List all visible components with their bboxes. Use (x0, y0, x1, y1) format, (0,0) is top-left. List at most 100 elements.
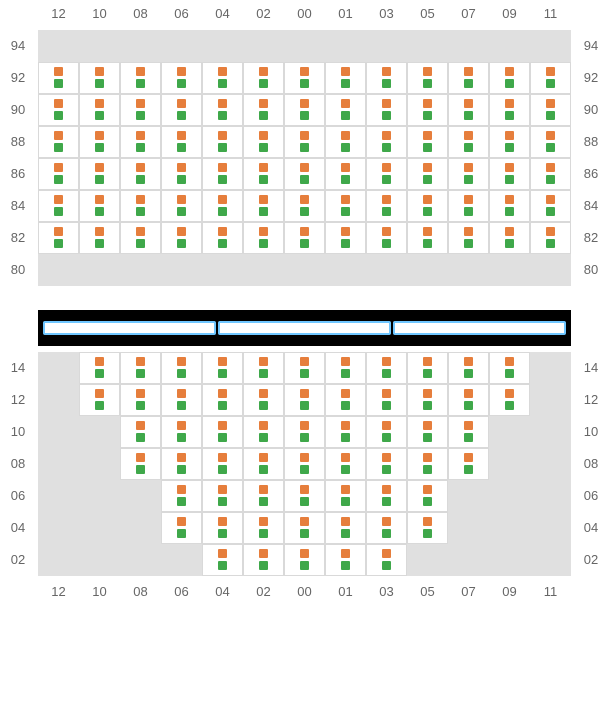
marker-green (136, 79, 145, 88)
marker-green (464, 239, 473, 248)
marker-orange (341, 227, 350, 236)
marker-green (505, 175, 514, 184)
row-label-left: 14 (4, 360, 32, 376)
marker-orange (300, 131, 309, 140)
col-label: 11 (530, 584, 571, 600)
marker-orange (423, 67, 432, 76)
marker-green (259, 207, 268, 216)
marker-orange (218, 163, 227, 172)
marker-green (259, 143, 268, 152)
marker-green (300, 79, 309, 88)
marker-green (95, 401, 104, 410)
marker-orange (136, 131, 145, 140)
col-label: 06 (161, 6, 202, 22)
col-label: 09 (489, 584, 530, 600)
marker-orange (341, 485, 350, 494)
col-label: 05 (407, 584, 448, 600)
row-label-left: 06 (4, 488, 32, 504)
col-label: 12 (38, 584, 79, 600)
marker-green (95, 369, 104, 378)
marker-orange (218, 517, 227, 526)
marker-orange (300, 195, 309, 204)
marker-orange (95, 227, 104, 236)
marker-green (423, 175, 432, 184)
marker-orange (300, 389, 309, 398)
marker-green (546, 175, 555, 184)
marker-green (136, 369, 145, 378)
marker-green (341, 561, 350, 570)
marker-green (136, 401, 145, 410)
col-label: 08 (120, 6, 161, 22)
marker-orange (177, 453, 186, 462)
row-label-right: 90 (577, 102, 600, 118)
marker-orange (423, 99, 432, 108)
marker-orange (382, 195, 391, 204)
col-label: 05 (407, 6, 448, 22)
marker-orange (423, 163, 432, 172)
marker-green (259, 433, 268, 442)
marker-orange (136, 195, 145, 204)
marker-orange (341, 99, 350, 108)
marker-orange (505, 357, 514, 366)
marker-orange (95, 389, 104, 398)
marker-orange (177, 163, 186, 172)
marker-green (259, 111, 268, 120)
row-label-right: 08 (577, 456, 600, 472)
marker-green (259, 79, 268, 88)
marker-green (423, 79, 432, 88)
marker-green (54, 111, 63, 120)
marker-orange (341, 421, 350, 430)
row-label-left: 80 (4, 262, 32, 278)
marker-orange (218, 549, 227, 558)
marker-orange (546, 163, 555, 172)
marker-green (177, 175, 186, 184)
marker-orange (259, 549, 268, 558)
marker-green (218, 79, 227, 88)
col-label: 04 (202, 6, 243, 22)
marker-green (136, 465, 145, 474)
marker-orange (341, 549, 350, 558)
marker-orange (464, 195, 473, 204)
marker-green (341, 239, 350, 248)
marker-orange (54, 227, 63, 236)
row-label-left: 90 (4, 102, 32, 118)
marker-green (177, 369, 186, 378)
marker-green (341, 465, 350, 474)
marker-green (54, 207, 63, 216)
marker-green (218, 111, 227, 120)
divider-segment (218, 321, 391, 335)
marker-orange (300, 453, 309, 462)
marker-green (218, 497, 227, 506)
marker-green (177, 497, 186, 506)
marker-orange (136, 421, 145, 430)
row-label-right: 84 (577, 198, 600, 214)
col-label: 12 (38, 6, 79, 22)
marker-green (136, 433, 145, 442)
marker-orange (300, 99, 309, 108)
row-label-left: 84 (4, 198, 32, 214)
marker-green (341, 111, 350, 120)
marker-green (259, 561, 268, 570)
marker-orange (423, 389, 432, 398)
marker-green (300, 239, 309, 248)
marker-orange (218, 195, 227, 204)
row-label-left: 82 (4, 230, 32, 246)
marker-orange (341, 389, 350, 398)
marker-green (300, 111, 309, 120)
col-label: 09 (489, 6, 530, 22)
marker-green (382, 529, 391, 538)
marker-orange (136, 453, 145, 462)
marker-green (95, 207, 104, 216)
marker-green (177, 239, 186, 248)
row-label-right: 14 (577, 360, 600, 376)
marker-green (136, 239, 145, 248)
marker-green (341, 143, 350, 152)
marker-orange (341, 357, 350, 366)
marker-green (464, 111, 473, 120)
marker-green (464, 175, 473, 184)
marker-orange (464, 389, 473, 398)
marker-green (423, 465, 432, 474)
marker-orange (259, 227, 268, 236)
row-label-right: 88 (577, 134, 600, 150)
marker-orange (218, 131, 227, 140)
